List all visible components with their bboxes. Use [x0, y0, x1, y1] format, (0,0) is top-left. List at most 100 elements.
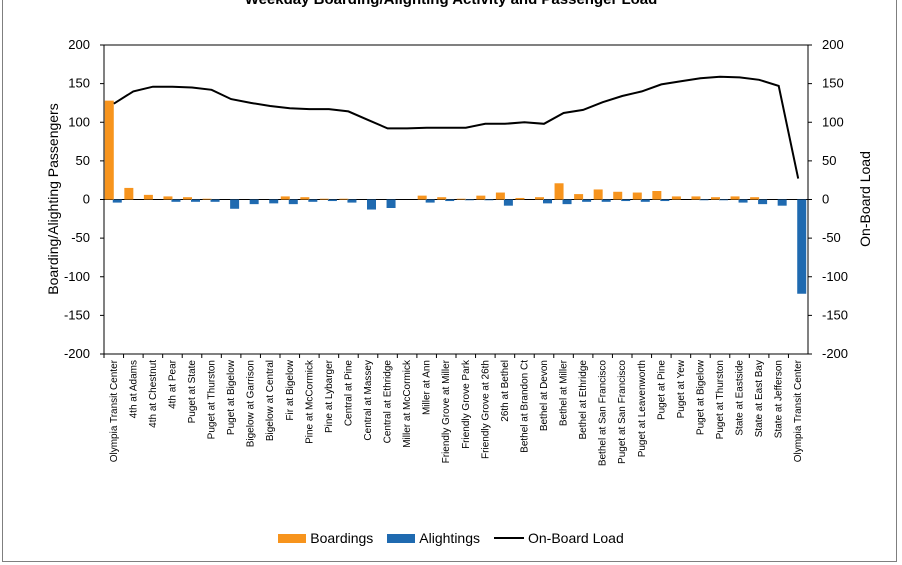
boarding-bar	[143, 194, 153, 200]
alighting-bar	[445, 199, 455, 202]
alighting-bar	[738, 199, 748, 203]
boarding-bar	[652, 191, 662, 200]
boarding-bar	[300, 197, 310, 200]
boarding-bar	[671, 196, 681, 200]
boarding-bar	[339, 198, 349, 200]
alighting-bar	[582, 199, 592, 202]
boarding-bar	[593, 189, 603, 200]
y2-tick-label: 150	[822, 76, 844, 91]
y2-tick-label: -100	[822, 269, 848, 284]
x-category-label: Olympia Transit Center	[793, 359, 804, 462]
boarding-bar	[163, 196, 173, 200]
x-category-label: Friendly Grove at Miller	[441, 359, 452, 463]
boarding-bar	[554, 183, 564, 200]
alighting-bar	[171, 199, 181, 202]
x-category-label: Bethel at Ethridge	[578, 360, 589, 440]
boarding-bar	[437, 197, 447, 200]
y2-tick-label: 200	[822, 37, 844, 52]
boarding-bar	[319, 198, 329, 200]
alighting-bar	[640, 199, 650, 202]
boarding-bar	[280, 196, 290, 200]
alighting-bar	[484, 199, 494, 201]
boarding-bar	[711, 197, 720, 200]
alighting-bar	[660, 199, 670, 202]
x-category-label: Miller at McCormick	[402, 359, 413, 448]
alighting-bar	[191, 199, 200, 202]
onboard-load-swatch	[494, 537, 524, 539]
boardings-swatch	[278, 533, 307, 543]
boarding-bar	[574, 194, 584, 200]
legend: Boardings Alightings On-Board Load	[0, 530, 902, 546]
alighting-bar	[269, 199, 279, 204]
y-tick-label: 50	[76, 153, 90, 168]
alighting-bar	[327, 199, 337, 202]
y-axis-title: Boarding/Alighting Passengers	[45, 103, 61, 294]
alighting-bar	[699, 199, 709, 201]
x-category-label: Central at Ethridge	[383, 360, 394, 444]
x-category-label: Miller at Ann	[422, 360, 433, 415]
alighting-bar	[503, 199, 513, 206]
y2-tick-label: 50	[822, 153, 836, 168]
y-tick-label: 200	[68, 37, 90, 52]
legend-label-onboard-load: On-Board Load	[528, 530, 624, 546]
x-category-label: Puget at San Francisco	[617, 360, 628, 464]
legend-item-onboard-load: On-Board Load	[494, 530, 624, 546]
y-tick-label: -50	[71, 230, 90, 245]
alighting-bar	[777, 199, 787, 206]
alighting-bar	[230, 199, 240, 209]
legend-item-alightings: Alightings	[387, 530, 480, 546]
alighting-bar	[249, 199, 259, 205]
boarding-bar	[202, 198, 212, 200]
alighting-bar	[367, 199, 376, 210]
alighting-bar	[386, 199, 396, 208]
boarding-bar	[104, 100, 114, 200]
x-category-label: Puget at Bigelow	[695, 359, 706, 435]
alighting-bar	[543, 199, 552, 204]
boarding-bar	[456, 198, 466, 200]
alightings-swatch	[387, 533, 416, 543]
y-tick-label: 150	[68, 76, 90, 91]
y-tick-label: -150	[64, 307, 90, 322]
y2-tick-label: -200	[822, 346, 848, 361]
alighting-bar	[562, 199, 572, 205]
y-tick-label: 100	[68, 114, 90, 129]
boarding-bar	[124, 187, 134, 200]
x-category-label: Puget at Bigelow	[226, 359, 237, 435]
x-category-label: Fir at Bigelow	[285, 359, 296, 420]
y2-axis-title: On-Board Load	[857, 151, 873, 247]
x-category-label: Bethel at Brandon Ct	[519, 360, 530, 453]
x-category-label: Central at Massey	[363, 360, 374, 441]
boarding-bar	[535, 197, 544, 200]
alighting-bar	[797, 199, 807, 294]
alighting-bar	[464, 199, 474, 201]
legend-label-boardings: Boardings	[310, 530, 374, 546]
x-category-label: Pine at McCormick	[304, 359, 315, 444]
x-category-label: Puget at Thurston	[207, 360, 218, 439]
plot-area	[100, 44, 812, 358]
alighting-bar	[758, 199, 768, 205]
boarding-bar	[613, 191, 623, 200]
x-category-label: Friendly Grove at 26th	[480, 360, 491, 459]
legend-label-alightings: Alightings	[419, 530, 480, 546]
boarding-bar	[691, 196, 701, 200]
x-category-label: State at Eastside	[735, 360, 746, 436]
alighting-bar	[288, 199, 298, 205]
alighting-bar	[347, 199, 357, 203]
x-category-label: Central at Pine	[343, 360, 354, 427]
x-category-label: State at East Bay	[754, 360, 765, 437]
x-category-label: Bethel at Miller	[559, 359, 570, 426]
y2-tick-label: 0	[822, 192, 829, 207]
x-category-label: 26th at Bethel	[500, 360, 511, 422]
x-category-label: Puget at Leavenworth	[637, 360, 648, 457]
y2-tick-label: 100	[822, 114, 844, 129]
y2-tick-label: -150	[822, 307, 848, 322]
alighting-bar	[621, 199, 631, 202]
x-category-label: Bethel at Devon	[539, 360, 550, 431]
alighting-bar	[719, 199, 728, 201]
x-category-label: Bigelow at Central	[265, 360, 276, 441]
x-category-label: State at Jefferson	[774, 360, 785, 438]
onboard-load-line	[113, 75, 800, 179]
x-category-label: Puget at Thurston	[715, 360, 726, 439]
